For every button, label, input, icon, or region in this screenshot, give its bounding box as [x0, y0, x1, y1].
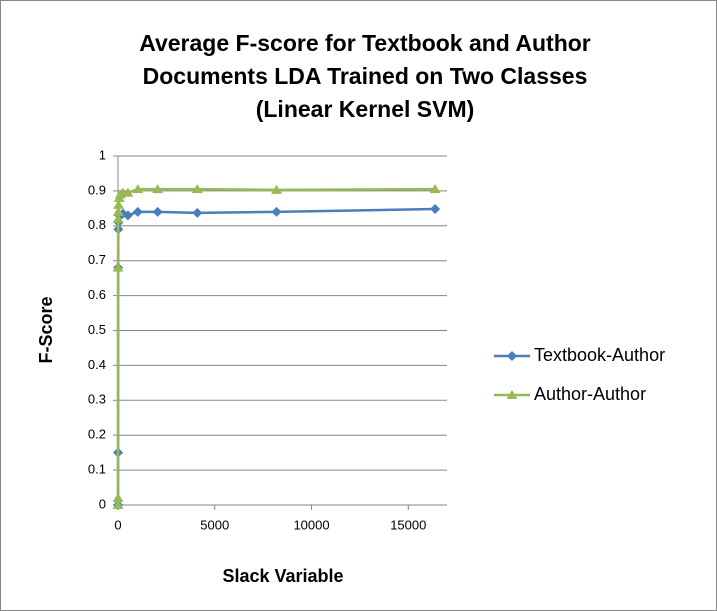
x-axis-label: Slack Variable	[222, 566, 343, 586]
x-tick-label: 5000	[200, 517, 229, 532]
marker	[507, 351, 517, 361]
marker	[112, 493, 124, 503]
marker	[191, 184, 203, 194]
marker	[112, 213, 124, 223]
y-tick-label: 0.9	[88, 182, 106, 197]
marker	[506, 390, 518, 399]
chart-title: Documents LDA Trained on Two Classes	[143, 63, 588, 89]
marker	[112, 262, 124, 272]
y-tick-label: 0.3	[88, 392, 106, 407]
chart-title: Average F-score for Textbook and Author	[139, 30, 591, 56]
y-tick-label: 1	[99, 147, 106, 162]
y-tick-label: 0.2	[88, 427, 106, 442]
legend-label: Textbook-Author	[534, 345, 665, 365]
marker	[271, 184, 283, 194]
x-tick-label: 15000	[390, 517, 426, 532]
legend-label: Author-Author	[534, 384, 646, 404]
marker	[429, 184, 441, 194]
y-axis-label: F-Score	[36, 296, 56, 363]
y-tick-label: 0.4	[88, 357, 106, 372]
y-tick-label: 0.8	[88, 217, 106, 232]
y-tick-label: 0.5	[88, 322, 106, 337]
y-tick-label: 0	[99, 496, 106, 511]
y-tick-label: 0.6	[88, 287, 106, 302]
marker	[112, 500, 124, 509]
x-tick-label: 10000	[293, 517, 329, 532]
chart-title: (Linear Kernel SVM)	[256, 96, 475, 122]
marker	[132, 184, 144, 194]
marker	[132, 206, 143, 217]
marker	[122, 187, 134, 197]
y-tick-label: 0.7	[88, 252, 106, 267]
x-tick-label: 0	[114, 517, 121, 532]
marker	[122, 210, 133, 221]
marker	[271, 206, 282, 217]
marker	[152, 184, 164, 194]
marker	[152, 206, 163, 217]
marker	[430, 204, 441, 215]
marker	[112, 206, 124, 216]
marker	[192, 207, 203, 218]
marker	[113, 199, 125, 209]
y-tick-label: 0.1	[88, 462, 106, 477]
